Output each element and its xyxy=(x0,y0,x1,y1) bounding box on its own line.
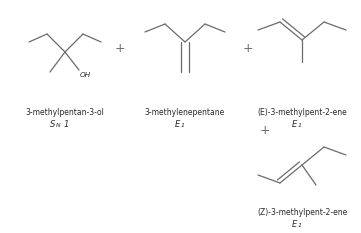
Text: S: S xyxy=(49,120,55,129)
Text: (Z)-3-methylpent-2-ene: (Z)-3-methylpent-2-ene xyxy=(257,208,347,217)
Text: 1: 1 xyxy=(181,123,185,128)
Text: 1: 1 xyxy=(298,223,302,228)
Text: OH: OH xyxy=(80,72,91,78)
Text: +: + xyxy=(260,123,270,137)
Text: E: E xyxy=(292,120,297,129)
Text: 1: 1 xyxy=(64,120,69,129)
Text: 1: 1 xyxy=(298,123,302,128)
Text: E: E xyxy=(175,120,180,129)
Text: 3-methylenepentane: 3-methylenepentane xyxy=(145,108,225,117)
Text: +: + xyxy=(115,41,125,55)
Text: +: + xyxy=(243,41,253,55)
Text: N: N xyxy=(56,123,61,128)
Text: 3-methylpentan-3-ol: 3-methylpentan-3-ol xyxy=(26,108,104,117)
Text: (E)-3-methylpent-2-ene: (E)-3-methylpent-2-ene xyxy=(257,108,347,117)
Text: E: E xyxy=(292,220,297,229)
